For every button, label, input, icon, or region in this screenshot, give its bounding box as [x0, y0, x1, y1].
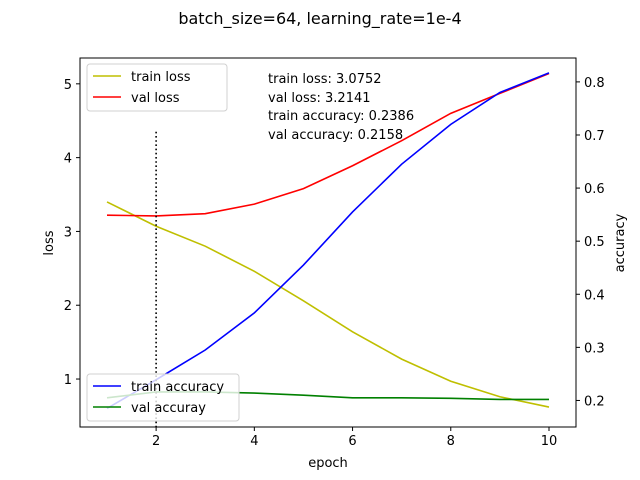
y-axis-right-label: accuracy	[613, 213, 628, 272]
legend-label-train-accuracy: train accuracy	[131, 380, 224, 395]
series-line-val-loss	[106, 72, 550, 217]
x-tick-label: 8	[447, 434, 455, 449]
annotation-val-accuracy: val accuracy: 0.2158	[268, 128, 403, 143]
y-right-tick-label: 0.5	[584, 235, 605, 250]
legend-label-val-loss: val loss	[131, 91, 180, 106]
legend-label-val-accuracy: val accuray	[131, 401, 206, 416]
x-tick-label: 4	[250, 434, 258, 449]
annotation-val-loss: val loss: 3.2141	[268, 91, 371, 106]
y-axis-left: 1 2 3 4 5	[64, 78, 80, 388]
y-right-tick-label: 0.8	[584, 76, 605, 91]
legend-label-train-loss: train loss	[131, 70, 191, 85]
series-line-train-accuracy	[106, 72, 550, 410]
annotation-train-accuracy: train accuracy: 0.2386	[268, 109, 414, 124]
y-left-tick-label: 1	[64, 373, 72, 388]
y-left-tick-label: 2	[64, 299, 72, 314]
y-left-tick-label: 4	[64, 152, 72, 167]
series-line-train-loss	[106, 201, 550, 408]
y-right-tick-label: 0.3	[584, 341, 605, 356]
chart-title: batch_size=64, learning_rate=1e-4	[178, 9, 461, 29]
legend-accuracy: train accuracy val accuray	[86, 373, 240, 422]
annotation-train-loss: train loss: 3.0752	[268, 72, 382, 87]
y-left-tick-label: 5	[64, 78, 72, 93]
y-axis-left-label: loss	[42, 230, 57, 255]
y-axis-right: 0.2 0.3 0.4 0.5 0.6 0.7 0.8	[576, 76, 605, 409]
y-right-tick-label: 0.7	[584, 129, 605, 144]
x-axis-label: epoch	[308, 456, 348, 471]
plot-frame	[79, 57, 577, 428]
x-tick-label: 6	[348, 434, 356, 449]
y-right-tick-label: 0.2	[584, 394, 605, 409]
x-tick-label: 2	[152, 434, 160, 449]
legend-loss-box	[86, 63, 228, 112]
x-tick-label: 10	[541, 434, 558, 449]
stats-annotation: train loss: 3.0752 val loss: 3.2141 trai…	[268, 72, 414, 143]
y-left-tick-label: 3	[64, 225, 72, 240]
x-axis: 2 4 6 8 10	[152, 427, 557, 449]
y-right-tick-label: 0.6	[584, 182, 605, 197]
legend-loss: train loss val loss	[86, 63, 228, 112]
legend-accuracy-box	[86, 373, 240, 422]
y-right-tick-label: 0.4	[584, 288, 605, 303]
